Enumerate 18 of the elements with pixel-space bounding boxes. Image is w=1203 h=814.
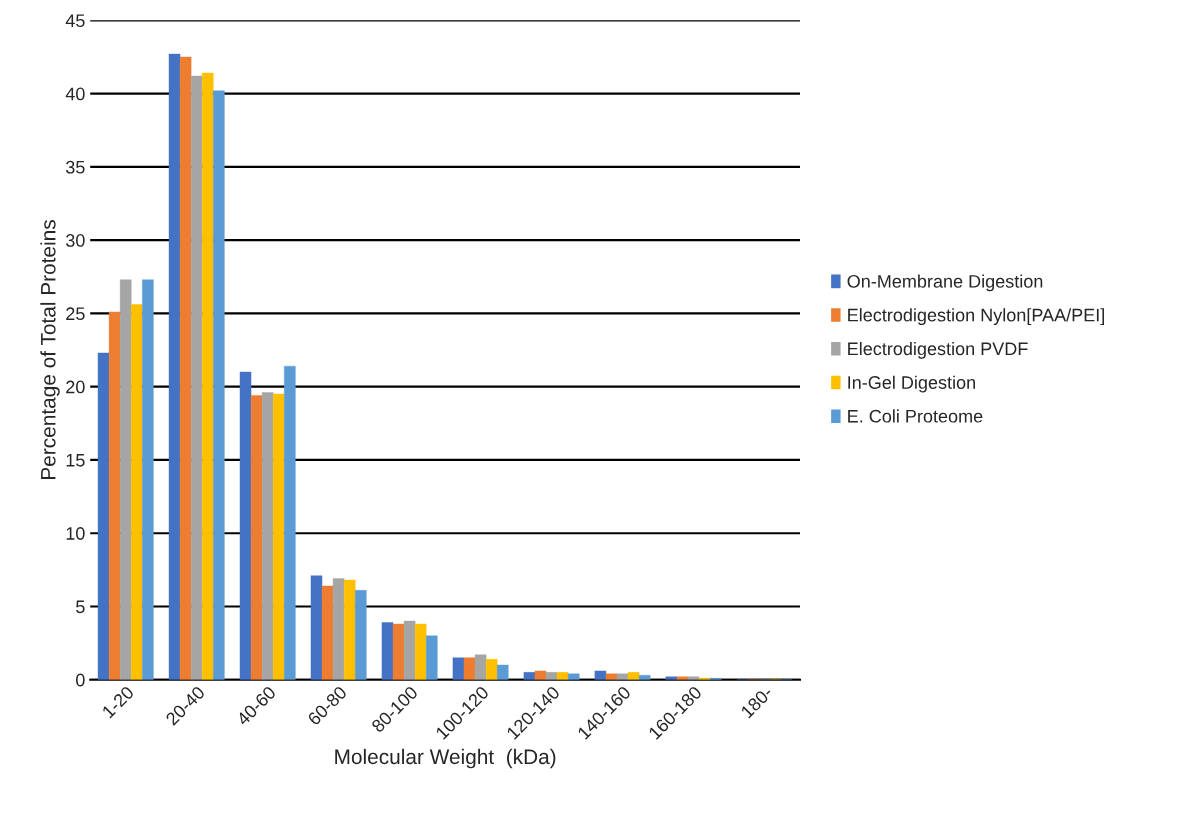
y-tick-label: 45 — [65, 14, 85, 28]
y-tick-label: 0 — [76, 673, 85, 687]
y-axis-title: Percentage of Total Proteins — [40, 220, 60, 479]
x-axis-title: Molecular Weight (kDa) — [335, 748, 556, 769]
legend-label: Electrodigestion Nylon[PAA/PEI] — [848, 308, 1104, 326]
y-tick-label: 40 — [65, 87, 85, 101]
legend-label: In-Gel Digestion — [848, 375, 975, 393]
y-tick-label: 15 — [66, 454, 85, 467]
legend-label: Electrodigestion PVDF — [848, 341, 1028, 359]
legend-label: On-Membrane Digestion — [847, 274, 1043, 292]
legend-label: E. Coli Proteome — [848, 409, 983, 423]
y-tick-label: 25 — [66, 307, 85, 321]
x-tick-label: 180- — [740, 685, 774, 719]
y-tick-label: 30 — [65, 234, 85, 247]
y-tick-label: 35 — [65, 160, 85, 174]
y-tick-label: 5 — [76, 600, 85, 614]
y-tick-label: 20 — [66, 380, 85, 394]
y-tick-label: 10 — [66, 527, 85, 540]
